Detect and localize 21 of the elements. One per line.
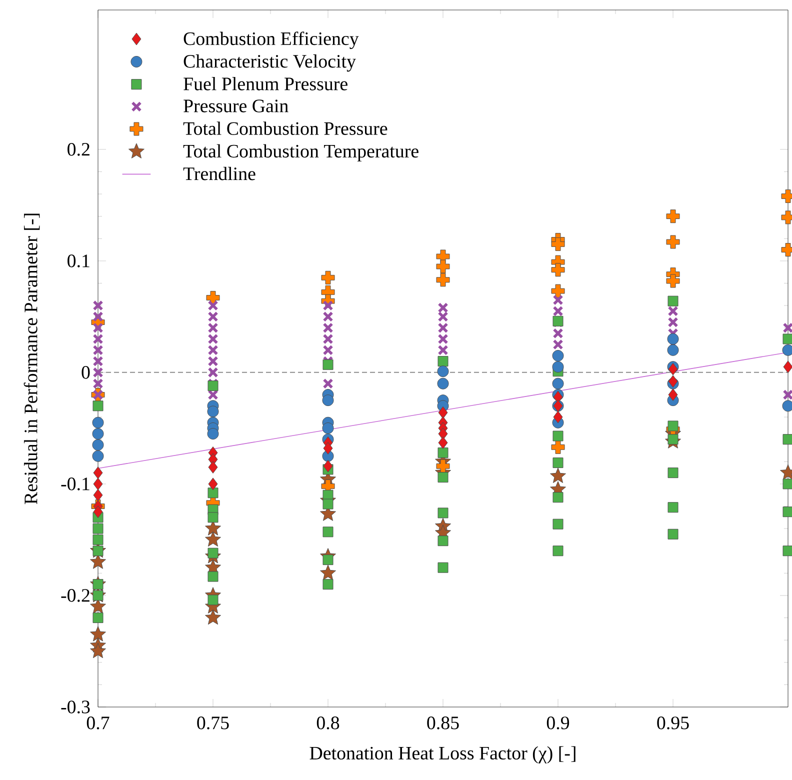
y-tick-label: -0.3 <box>61 700 90 714</box>
y-tick-label: -0.1 <box>61 478 90 490</box>
legend-label: Total Combustion Pressure <box>183 122 388 135</box>
y-tick-label: -0.2 <box>61 589 90 602</box>
legend-label: Characteristic Velocity <box>184 54 356 72</box>
y-tick-label: 0.1 <box>68 254 90 268</box>
x-tick-label: 0.9 <box>546 716 570 730</box>
x-tick-label: 0.85 <box>427 716 459 730</box>
x-axis-title: Detonation Heat Loss Factor (χ) [-] <box>310 746 576 764</box>
legend-label: Trendline <box>183 166 256 180</box>
legend-label: Combustion Efficiency <box>184 32 359 49</box>
x-tick-label: 0.95 <box>657 716 689 730</box>
y-axis-title: Residual in Performance Parameter [-] <box>24 214 40 504</box>
x-tick-label: 0.7 <box>86 716 110 730</box>
x-tick-label: 0.8 <box>316 716 340 730</box>
y-tick-label: 0 <box>82 366 90 379</box>
legend-label: Total Combustion Temperature <box>183 144 418 162</box>
x-tick-label: 0.75 <box>197 716 229 730</box>
y-tick-label: 0.2 <box>68 142 90 156</box>
legend-label: Pressure Gain <box>184 100 288 112</box>
legend-label: Fuel Plenum Pressure <box>184 77 348 90</box>
